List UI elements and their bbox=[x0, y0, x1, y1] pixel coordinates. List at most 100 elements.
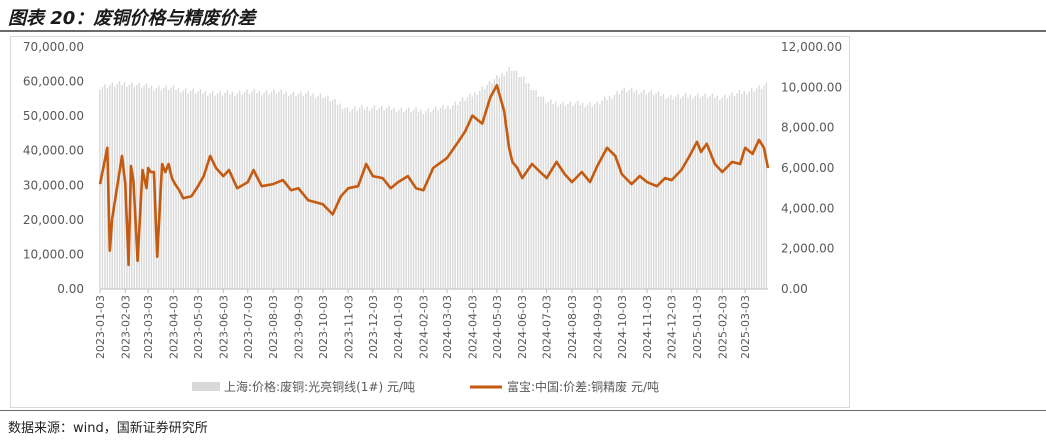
bar bbox=[209, 93, 211, 289]
bar bbox=[371, 108, 373, 289]
bar bbox=[479, 90, 481, 289]
bar bbox=[728, 95, 731, 289]
bar bbox=[278, 91, 280, 289]
x-tick-label: 2025-01-03 bbox=[691, 295, 704, 359]
bar bbox=[488, 80, 491, 290]
x-tick-label: 2023-01-03 bbox=[94, 295, 107, 359]
bar bbox=[104, 84, 106, 289]
x-tick-label: 2025-03-03 bbox=[739, 295, 752, 359]
bar bbox=[442, 104, 444, 290]
bar bbox=[535, 89, 537, 290]
bar bbox=[599, 104, 601, 289]
bar bbox=[143, 85, 145, 289]
bar bbox=[684, 93, 687, 289]
bar bbox=[638, 94, 640, 290]
bar bbox=[545, 103, 547, 289]
bar bbox=[185, 88, 187, 289]
bar bbox=[640, 92, 643, 289]
bar bbox=[596, 101, 599, 289]
bar bbox=[719, 100, 721, 289]
bar bbox=[238, 90, 241, 289]
bar bbox=[182, 90, 184, 289]
bar bbox=[334, 98, 336, 289]
bar bbox=[415, 107, 417, 289]
bar bbox=[136, 85, 138, 290]
y-right-tick-label: 6,000.00 bbox=[781, 161, 834, 175]
legend-label-bar: 上海:价格:废铜:光亮铜线(1#) 元/吨 bbox=[224, 379, 415, 394]
x-tick-label: 2023-10-03 bbox=[317, 295, 330, 359]
x-tick-label: 2023-06-03 bbox=[217, 295, 230, 359]
bar bbox=[251, 91, 253, 289]
bar bbox=[724, 94, 726, 289]
legend-label-line: 富宝:中国:价差:铜精废 元/吨 bbox=[507, 379, 659, 394]
bar bbox=[263, 92, 265, 289]
bar bbox=[167, 90, 170, 290]
bar bbox=[155, 87, 158, 289]
x-tick-label: 2024-07-03 bbox=[541, 295, 554, 359]
bar bbox=[412, 109, 415, 289]
bar bbox=[150, 85, 153, 289]
x-tick-label: 2023-09-03 bbox=[292, 295, 305, 359]
bar bbox=[559, 103, 562, 290]
bar bbox=[689, 94, 692, 290]
legend-swatch-bar bbox=[192, 382, 220, 391]
bar bbox=[207, 95, 209, 289]
bar bbox=[265, 90, 268, 290]
bar bbox=[354, 106, 356, 289]
bar bbox=[444, 108, 447, 289]
bar bbox=[667, 97, 670, 290]
bar bbox=[214, 95, 216, 289]
bar bbox=[579, 105, 581, 289]
bar bbox=[407, 107, 410, 289]
bar bbox=[344, 108, 346, 289]
legend: 上海:价格:废铜:光亮铜线(1#) 元/吨 富宝:中国:价差:铜精废 元/吨 bbox=[192, 379, 659, 394]
bar bbox=[162, 87, 165, 289]
bar bbox=[601, 100, 603, 290]
bar bbox=[650, 90, 652, 290]
bar bbox=[437, 110, 439, 289]
bar bbox=[540, 96, 542, 289]
bar bbox=[410, 111, 412, 289]
bar bbox=[733, 96, 736, 289]
bar bbox=[741, 93, 743, 289]
bar bbox=[672, 99, 674, 289]
source-note: 数据来源：wind，国新证券研究所 bbox=[8, 421, 208, 436]
y-left-tick-label: 0.00 bbox=[57, 282, 84, 296]
bar bbox=[243, 92, 246, 289]
bar bbox=[694, 96, 697, 289]
x-tick-label: 2024-04-03 bbox=[466, 295, 479, 359]
x-tick-label: 2023-11-03 bbox=[342, 295, 355, 359]
bar bbox=[322, 97, 324, 289]
bar bbox=[584, 107, 586, 289]
bar bbox=[611, 98, 613, 289]
bar bbox=[532, 90, 535, 289]
bar bbox=[376, 110, 378, 289]
bar bbox=[452, 105, 454, 289]
bar bbox=[189, 90, 192, 289]
bar bbox=[706, 97, 709, 289]
bar bbox=[351, 108, 354, 289]
bar bbox=[454, 101, 456, 289]
bar bbox=[518, 77, 520, 289]
bar bbox=[307, 91, 309, 289]
bar bbox=[268, 94, 270, 289]
bar bbox=[393, 107, 395, 289]
bar bbox=[373, 105, 376, 290]
bar bbox=[567, 103, 569, 289]
bar bbox=[608, 95, 611, 289]
bar bbox=[231, 91, 233, 289]
bar bbox=[111, 82, 113, 290]
x-tick-label: 2023-03-03 bbox=[142, 295, 155, 359]
bar bbox=[109, 85, 111, 290]
bar bbox=[554, 101, 557, 289]
x-tick-label: 2024-06-03 bbox=[516, 295, 529, 359]
bar bbox=[420, 109, 422, 289]
bar bbox=[187, 93, 189, 290]
bar bbox=[603, 96, 606, 289]
bar bbox=[758, 85, 760, 289]
bar bbox=[385, 107, 388, 289]
bar bbox=[216, 93, 219, 290]
x-tick-label: 2024-01-03 bbox=[392, 295, 405, 359]
bar bbox=[476, 95, 478, 289]
bar bbox=[645, 94, 648, 289]
